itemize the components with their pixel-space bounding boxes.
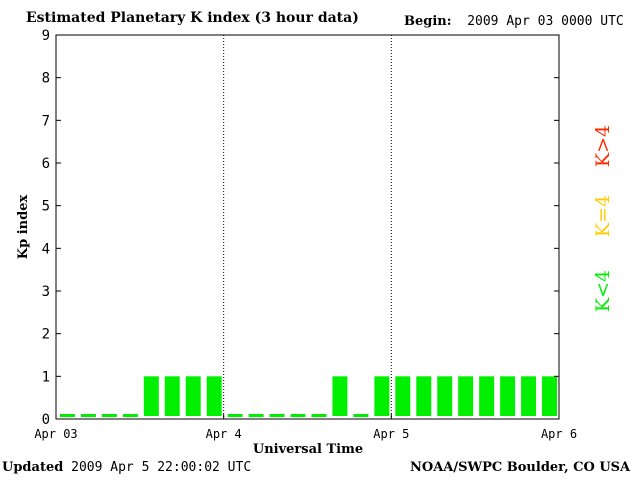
day-separators <box>223 35 392 419</box>
y-tick-label: 2 <box>42 327 50 343</box>
kp-bar <box>311 414 327 417</box>
updated-timestamp: Updated 2009 Apr 5 22:00:02 UTC <box>2 460 251 475</box>
x-axis: Apr 03 Apr 4 Apr 5 Apr 6 <box>34 414 577 441</box>
kp-bar <box>185 376 201 416</box>
begin-label: Begin: <box>404 14 452 29</box>
x-tick-label: Apr 6 <box>541 427 577 441</box>
kp-bar <box>248 414 264 417</box>
x-tick-label: Apr 03 <box>34 427 77 441</box>
x-axis-label: Universal Time <box>253 442 363 457</box>
kp-bar <box>353 414 369 417</box>
y-tick-label: 9 <box>42 28 50 44</box>
kp-bar <box>332 376 348 416</box>
plot-area <box>55 34 560 420</box>
kp-bar <box>206 376 222 416</box>
updated-value: 2009 Apr 5 22:00:02 UTC <box>71 460 252 475</box>
updated-label: Updated <box>2 460 64 475</box>
legend-entry: K=4 <box>592 195 614 237</box>
y-tick-label: 3 <box>42 284 50 300</box>
kp-bar <box>542 376 557 416</box>
bars <box>60 376 557 417</box>
y-tick-label: 0 <box>42 412 50 428</box>
y-axis: 0 1 2 3 4 5 6 7 8 9 <box>42 28 559 428</box>
y-tick-label: 7 <box>42 113 50 129</box>
y-axis-label: Kp index <box>16 195 31 260</box>
kp-bar <box>374 376 390 416</box>
kp-bar <box>60 414 75 417</box>
legend-entry: K>4 <box>592 125 614 167</box>
y-tick-label: 5 <box>42 199 50 215</box>
kp-bar <box>101 414 117 417</box>
kp-bar <box>290 414 306 417</box>
kp-bar <box>479 376 495 416</box>
kp-bar <box>521 376 537 416</box>
y-tick-label: 6 <box>42 156 50 172</box>
begin-value: 2009 Apr 03 0000 UTC <box>467 14 624 29</box>
kp-bar <box>143 376 159 416</box>
kp-bar <box>227 414 243 417</box>
kp-bar <box>269 414 285 417</box>
kp-bar <box>164 376 180 416</box>
source-credit: NOAA/SWPC Boulder, CO USA <box>410 460 631 475</box>
y-tick-label: 4 <box>42 241 50 257</box>
kp-bar <box>458 376 474 416</box>
kp-bar <box>80 414 96 417</box>
kp-bar <box>122 414 138 417</box>
legend: K>4 K=4 K<4 <box>592 125 614 312</box>
kp-bar <box>437 376 453 416</box>
kp-bar <box>500 376 516 416</box>
y-tick-label: 1 <box>42 369 50 385</box>
x-tick-label: Apr 5 <box>373 427 409 441</box>
begin-time: Begin: 2009 Apr 03 0000 UTC <box>404 14 624 29</box>
y-tick-label: 8 <box>42 71 50 87</box>
x-tick-label: Apr 4 <box>206 427 242 441</box>
kp-bar <box>416 376 432 416</box>
legend-entry: K<4 <box>592 270 614 312</box>
chart-title: Estimated Planetary K index (3 hour data… <box>26 10 359 26</box>
kp-bar <box>395 376 411 416</box>
